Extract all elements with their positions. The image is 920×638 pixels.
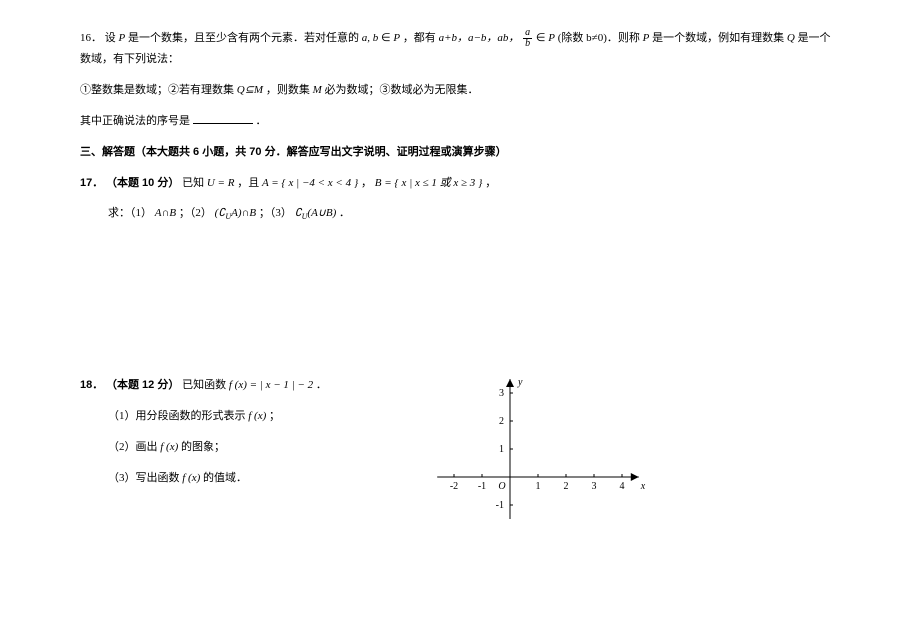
text: ；	[269, 410, 280, 422]
text: ．	[256, 115, 267, 127]
text: ∈	[536, 32, 546, 44]
svg-text:1: 1	[536, 481, 541, 492]
expr: f (x)	[248, 410, 266, 422]
text: 是一个数集，且至少含有两个元素．若对任意的	[128, 32, 359, 44]
ops: a+b，a−b，ab，	[439, 32, 520, 44]
svg-text:3: 3	[499, 388, 504, 399]
svg-text:O: O	[498, 481, 505, 492]
text: 已知	[182, 177, 204, 189]
expr: f (x) = | x − 1 | − 2	[229, 379, 313, 391]
q18-num: 18．	[80, 379, 103, 391]
fraction: a b	[523, 28, 532, 49]
section-heading: 三、解答题（本大题共 6 小题，共 70 分．解答应写出文字说明、证明过程或演算…	[80, 142, 840, 163]
text: ，	[485, 177, 496, 189]
svg-text:2: 2	[499, 416, 504, 427]
q18-mark: （本题 12 分）	[106, 379, 179, 391]
set-B: B = { x | x ≤ 1 或 x ≥ 3 }	[375, 177, 483, 189]
text: 的图象；	[181, 441, 225, 453]
text: （1）用分段函数的形式表示	[108, 410, 246, 422]
text: （3）写出函数	[108, 472, 180, 484]
text: 是一个数域，例如有理数集	[652, 32, 784, 44]
q17-mark: （本题 10 分）	[106, 177, 179, 189]
text: 必为数域；③数域必为无限集．	[325, 84, 479, 96]
svg-text:3: 3	[592, 481, 597, 492]
text: ，	[361, 177, 372, 189]
set-A: A = { x | −4 < x < 4 }	[262, 177, 358, 189]
text: ①整数集是数域；②若有理数集	[80, 84, 234, 96]
svg-text:1: 1	[499, 444, 504, 455]
svg-text:-1: -1	[496, 500, 504, 511]
text: (除数 b≠0)．则称	[558, 32, 640, 44]
coordinate-axes: -2 -1 1 2 3 4 1 2 3 -1 Ox y	[430, 375, 660, 525]
var-ab: a, b	[362, 32, 379, 44]
expr: (∁	[215, 207, 226, 219]
var-P: P	[393, 32, 400, 44]
svg-text:-2: -2	[450, 481, 458, 492]
var-Q: Q	[787, 32, 795, 44]
text: 其中正确说法的序号是	[80, 115, 190, 127]
frac-den: b	[523, 39, 532, 49]
expr: A∩B	[155, 207, 176, 219]
var-P: P	[643, 32, 650, 44]
q16-num: 16．	[80, 32, 102, 44]
svg-text:x: x	[640, 481, 646, 492]
text: ．	[316, 379, 327, 391]
expr: f (x)	[182, 472, 200, 484]
text: ．	[339, 207, 350, 219]
text: 设	[105, 32, 116, 44]
var-P: P	[548, 32, 555, 44]
svg-text:2: 2	[564, 481, 569, 492]
expr: (A∪B)	[307, 207, 336, 219]
text: ，都有	[403, 32, 436, 44]
text: ，则数集	[266, 84, 310, 96]
svg-text:4: 4	[620, 481, 625, 492]
expr: A)∩B	[231, 207, 256, 219]
text: ；（3）	[259, 207, 292, 219]
svg-text:-1: -1	[478, 481, 486, 492]
text: ，且	[237, 177, 259, 189]
text: 已知函数	[182, 379, 226, 391]
answer-blank[interactable]	[193, 111, 253, 124]
text: 的值域．	[203, 472, 247, 484]
text: （2）画出	[108, 441, 158, 453]
text: ∈	[381, 32, 391, 44]
var-M: M	[313, 84, 322, 96]
expr: U = R	[207, 177, 235, 189]
expr: f (x)	[160, 441, 178, 453]
text: 求：（1）	[108, 207, 152, 219]
q17-num: 17．	[80, 177, 103, 189]
expr: Q⊆M	[237, 84, 263, 96]
var-P: P	[119, 32, 126, 44]
expr: ∁	[295, 207, 302, 219]
svg-text:y: y	[517, 377, 523, 388]
text: ；（2）	[179, 207, 212, 219]
